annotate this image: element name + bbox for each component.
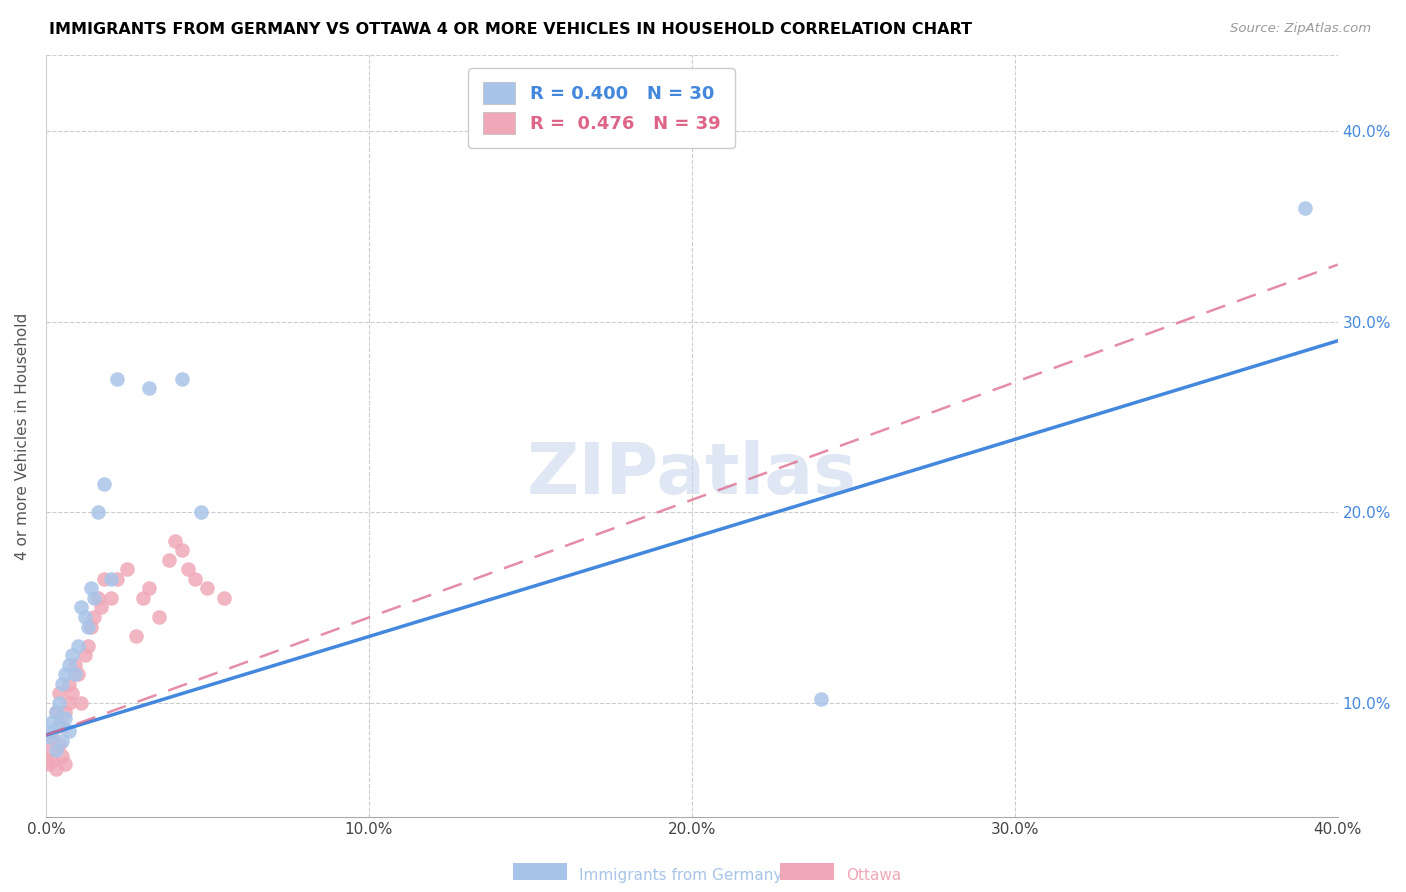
- Text: Ottawa: Ottawa: [846, 869, 901, 883]
- Point: [41, 753, 63, 767]
- Point: [77, 619, 100, 633]
- Point: [183, 572, 205, 586]
- Point: [105, 372, 128, 386]
- Point: [86, 505, 108, 519]
- Point: [105, 572, 128, 586]
- Point: [41, 724, 63, 739]
- Point: [148, 610, 170, 624]
- Point: [70, 696, 93, 710]
- Point: [48, 718, 70, 732]
- Point: [67, 667, 90, 681]
- Point: [53, 705, 76, 719]
- Point: [48, 686, 70, 700]
- Point: [45, 705, 67, 719]
- Point: [45, 705, 67, 719]
- Point: [83, 610, 105, 624]
- Point: [125, 629, 148, 643]
- Point: [165, 533, 187, 548]
- Text: Source: ZipAtlas.com: Source: ZipAtlas.com: [1230, 22, 1371, 36]
- Point: [51, 718, 73, 732]
- Point: [86, 591, 108, 605]
- Point: [73, 648, 96, 662]
- Point: [70, 600, 93, 615]
- Point: [60, 686, 83, 700]
- Point: [63, 657, 86, 672]
- Point: [53, 667, 76, 681]
- Text: ZIPatlas: ZIPatlas: [527, 440, 856, 508]
- Point: [80, 582, 103, 596]
- Point: [58, 657, 80, 672]
- Point: [100, 572, 122, 586]
- Point: [138, 582, 160, 596]
- Point: [67, 639, 90, 653]
- Point: [1294, 201, 1316, 215]
- Point: [51, 734, 73, 748]
- Point: [58, 724, 80, 739]
- Point: [810, 692, 832, 706]
- Point: [100, 591, 122, 605]
- Y-axis label: 4 or more Vehicles in Household: 4 or more Vehicles in Household: [15, 312, 30, 559]
- Point: [48, 696, 70, 710]
- Point: [170, 543, 193, 558]
- Point: [58, 696, 80, 710]
- Text: Immigrants from Germany: Immigrants from Germany: [579, 869, 783, 883]
- Point: [212, 591, 235, 605]
- Point: [53, 756, 76, 771]
- Point: [38, 743, 60, 757]
- Point: [73, 610, 96, 624]
- Point: [60, 648, 83, 662]
- Point: [63, 667, 86, 681]
- Point: [190, 505, 212, 519]
- Point: [51, 749, 73, 764]
- Point: [38, 730, 60, 744]
- Point: [80, 619, 103, 633]
- Point: [90, 600, 112, 615]
- Point: [41, 730, 63, 744]
- Point: [138, 381, 160, 395]
- Point: [53, 711, 76, 725]
- Point: [58, 676, 80, 690]
- Text: IMMIGRANTS FROM GERMANY VS OTTAWA 4 OR MORE VEHICLES IN HOUSEHOLD CORRELATION CH: IMMIGRANTS FROM GERMANY VS OTTAWA 4 OR M…: [49, 22, 972, 37]
- Point: [48, 738, 70, 752]
- Point: [177, 562, 200, 576]
- Point: [197, 582, 219, 596]
- Point: [45, 763, 67, 777]
- Point: [93, 572, 115, 586]
- Point: [115, 562, 138, 576]
- Point: [93, 476, 115, 491]
- Point: [83, 591, 105, 605]
- Point: [170, 372, 193, 386]
- Point: [51, 676, 73, 690]
- Point: [132, 591, 155, 605]
- Point: [77, 639, 100, 653]
- Legend: R = 0.400   N = 30, R =  0.476   N = 39: R = 0.400 N = 30, R = 0.476 N = 39: [468, 68, 734, 148]
- Point: [157, 553, 180, 567]
- Point: [45, 743, 67, 757]
- Point: [41, 714, 63, 729]
- Point: [38, 756, 60, 771]
